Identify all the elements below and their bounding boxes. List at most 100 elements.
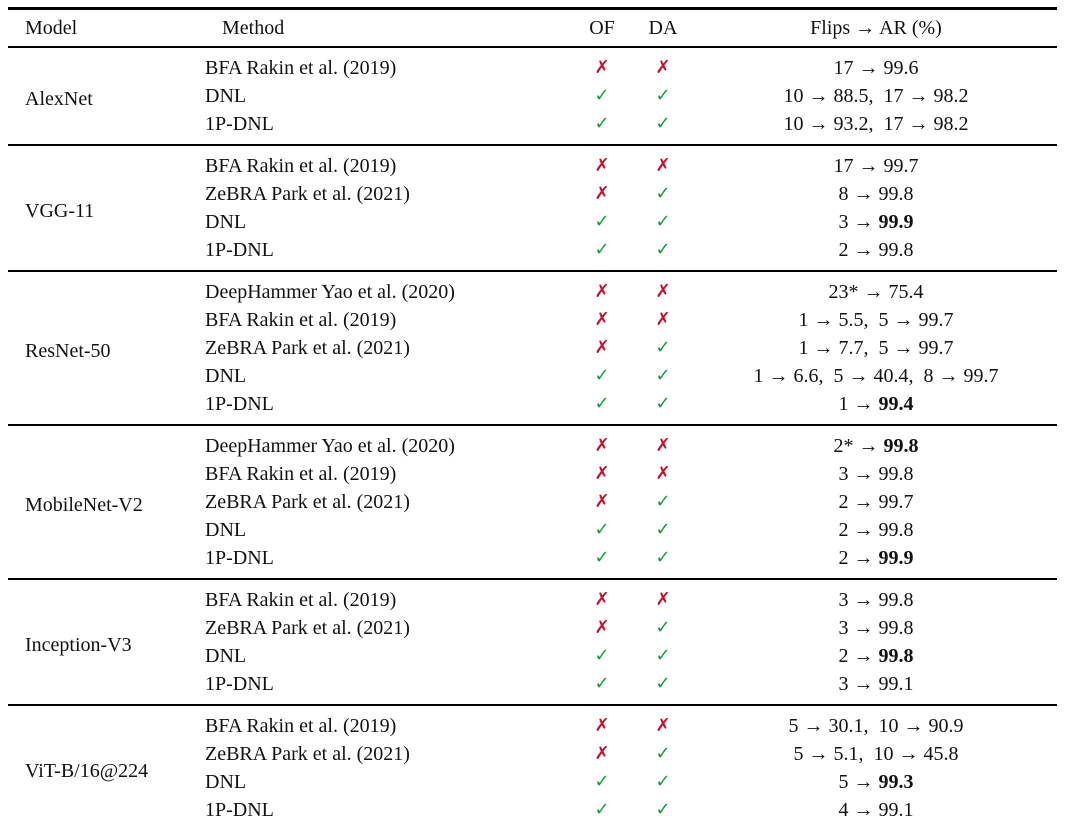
table-row: ViT-B/16@224 BFA Rakin et al. (2019) ✗ ✗… [8, 705, 1057, 782]
model-group-vgg11: VGG-11 BFA Rakin et al. (2019) ✗ ✗ 17 → … [8, 145, 1057, 271]
flips-cell: 2 → 99.8 [838, 239, 914, 261]
flips-cell: 1 → 7.7, 5 → 99.7 [798, 337, 954, 359]
da-mark-cell: ✓ [631, 740, 695, 768]
cross-icon: ✗ [655, 309, 671, 330]
flips-cell: 3 → 99.1 [838, 673, 914, 695]
of-mark-cell: ✓ [573, 208, 631, 236]
cross-icon: ✗ [655, 715, 671, 736]
da-mark-cell: ✓ [631, 180, 695, 208]
check-icon: ✓ [655, 211, 671, 232]
method-cell: BFA Rakin et al. (2019) [205, 589, 397, 611]
of-mark-cell: ✗ [573, 579, 631, 614]
cross-icon: ✗ [594, 337, 610, 358]
da-mark-cell: ✓ [631, 768, 695, 796]
method-cell: 1P-DNL [205, 113, 274, 135]
flips-cell: 1 → 99.4 [838, 393, 914, 415]
method-cell: ZeBRA Park et al. (2021) [205, 491, 410, 513]
cross-icon: ✗ [655, 463, 671, 484]
check-icon: ✓ [594, 799, 610, 820]
model-group-vitb16: ViT-B/16@224 BFA Rakin et al. (2019) ✗ ✗… [8, 705, 1057, 830]
method-cell: DNL [205, 771, 247, 793]
check-icon: ✓ [655, 183, 671, 204]
method-cell: BFA Rakin et al. (2019) [205, 309, 397, 331]
method-cell: 1P-DNL [205, 799, 274, 821]
flips-cell: 5 → 30.1, 10 → 90.9 [788, 715, 964, 737]
flips-cell: 3 → 99.9 [838, 211, 914, 233]
table-row: DNL ✓ ✓ 1 → 6.6, 5 → 40.4, 8 → 99.7 [8, 362, 1057, 390]
of-mark-cell: ✗ [573, 614, 631, 642]
model-cell: MobileNet-V2 [25, 494, 143, 516]
da-mark-cell: ✗ [631, 460, 695, 488]
of-mark-cell: ✗ [573, 460, 631, 488]
flips-cell: 2 → 99.8 [838, 519, 914, 541]
of-mark-cell: ✓ [573, 110, 631, 145]
da-mark-cell: ✓ [631, 82, 695, 110]
method-cell: DNL [205, 519, 247, 541]
model-group-alexnet: AlexNet BFA Rakin et al. (2019) ✗ ✗ 17 →… [8, 47, 1057, 145]
flips-cell: 2 → 99.7 [838, 491, 914, 513]
table-header: Model Method OF DA Flips → AR (%) [8, 8, 1057, 48]
flips-cell: 2* → 99.8 [833, 435, 919, 457]
flips-cell: 8 → 99.8 [838, 183, 914, 205]
header-row: Model Method OF DA Flips → AR (%) [8, 8, 1057, 48]
cross-icon: ✗ [594, 589, 610, 610]
of-mark-cell: ✗ [573, 271, 631, 306]
method-cell: 1P-DNL [205, 393, 274, 415]
method-cell: ZeBRA Park et al. (2021) [205, 337, 410, 359]
method-cell: 1P-DNL [205, 673, 274, 695]
check-icon: ✓ [655, 365, 671, 386]
table-row: 1P-DNL ✓ ✓ 3 → 99.1 [8, 670, 1057, 705]
table-row: VGG-11 BFA Rakin et al. (2019) ✗ ✗ 17 → … [8, 145, 1057, 222]
da-mark-cell: ✓ [631, 236, 695, 271]
da-mark-cell: ✗ [631, 705, 695, 740]
da-mark-cell: ✓ [631, 516, 695, 544]
da-mark-cell: ✓ [631, 208, 695, 236]
method-cell: 1P-DNL [205, 239, 274, 261]
table-row: ZeBRA Park et al. (2021) ✗ ✓ 2 → 99.7 [8, 488, 1057, 516]
check-icon: ✓ [655, 673, 671, 694]
model-cell: ViT-B/16@224 [25, 760, 149, 782]
da-mark-cell: ✓ [631, 614, 695, 642]
model-cell: VGG-11 [25, 200, 95, 222]
check-icon: ✓ [655, 799, 671, 820]
of-mark-cell: ✓ [573, 82, 631, 110]
of-mark-cell: ✓ [573, 236, 631, 271]
check-icon: ✓ [594, 113, 610, 134]
method-cell: BFA Rakin et al. (2019) [205, 155, 397, 177]
of-mark-cell: ✓ [573, 768, 631, 796]
cross-icon: ✗ [594, 491, 610, 512]
flips-cell: 5 → 5.1, 10 → 45.8 [793, 743, 959, 765]
col-header-da: DA [631, 8, 695, 48]
cross-icon: ✗ [655, 57, 671, 78]
table-row: 1P-DNL ✓ ✓ 1 → 99.4 [8, 390, 1057, 425]
check-icon: ✓ [655, 393, 671, 414]
flips-cell: 5 → 99.3 [838, 771, 914, 793]
check-icon: ✓ [594, 547, 610, 568]
of-mark-cell: ✓ [573, 796, 631, 830]
check-icon: ✓ [655, 239, 671, 260]
method-cell: DNL [205, 85, 247, 107]
da-mark-cell: ✗ [631, 145, 695, 180]
of-mark-cell: ✓ [573, 516, 631, 544]
of-mark-cell: ✗ [573, 740, 631, 768]
table-row: Inception-V3 BFA Rakin et al. (2019) ✗ ✗… [8, 579, 1057, 656]
check-icon: ✓ [594, 673, 610, 694]
of-mark-cell: ✗ [573, 306, 631, 334]
model-cell: ResNet-50 [25, 340, 111, 362]
of-mark-cell: ✓ [573, 642, 631, 670]
of-mark-cell: ✓ [573, 670, 631, 705]
da-mark-cell: ✓ [631, 110, 695, 145]
model-group-inceptionv3: Inception-V3 BFA Rakin et al. (2019) ✗ ✗… [8, 579, 1057, 705]
flips-cell: 3 → 99.8 [838, 463, 914, 485]
model-group-mobilenetv2: MobileNet-V2 DeepHammer Yao et al. (2020… [8, 425, 1057, 579]
cross-icon: ✗ [594, 463, 610, 484]
check-icon: ✓ [655, 519, 671, 540]
cross-icon: ✗ [655, 281, 671, 302]
da-mark-cell: ✓ [631, 642, 695, 670]
check-icon: ✓ [594, 519, 610, 540]
da-mark-cell: ✓ [631, 334, 695, 362]
cross-icon: ✗ [655, 435, 671, 456]
method-cell: BFA Rakin et al. (2019) [205, 463, 397, 485]
table-row: DNL ✓ ✓ 2 → 99.8 [8, 516, 1057, 544]
method-cell: ZeBRA Park et al. (2021) [205, 743, 410, 765]
